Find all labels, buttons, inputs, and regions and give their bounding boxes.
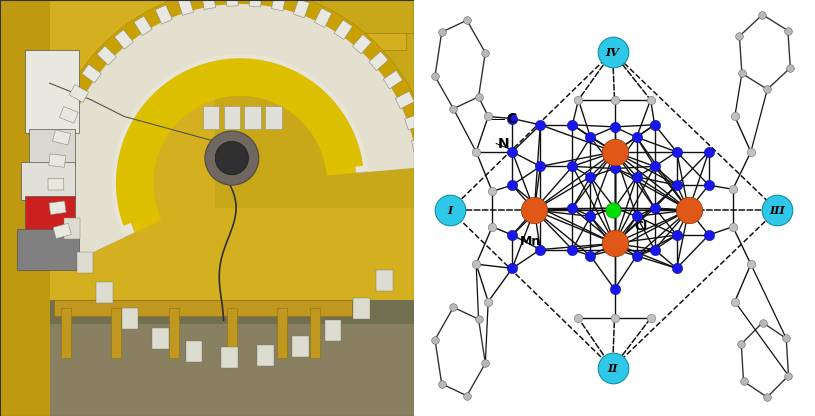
Bar bbox=[223, 106, 240, 129]
Bar bbox=[0, 312, 414, 416]
Bar bbox=[122, 308, 139, 329]
Polygon shape bbox=[53, 223, 71, 239]
Bar bbox=[293, 337, 309, 357]
Polygon shape bbox=[383, 70, 403, 89]
Bar bbox=[203, 106, 219, 129]
Polygon shape bbox=[124, 67, 355, 232]
Polygon shape bbox=[412, 137, 430, 152]
Polygon shape bbox=[49, 201, 66, 215]
Bar bbox=[16, 229, 79, 270]
Bar bbox=[29, 129, 74, 166]
Polygon shape bbox=[134, 16, 152, 35]
Polygon shape bbox=[69, 84, 89, 102]
Text: II: II bbox=[607, 363, 618, 374]
Polygon shape bbox=[352, 35, 372, 54]
Polygon shape bbox=[249, 0, 262, 7]
Polygon shape bbox=[223, 0, 414, 42]
Bar bbox=[310, 308, 319, 358]
Bar bbox=[169, 308, 178, 358]
Bar bbox=[325, 320, 341, 341]
Text: Mn: Mn bbox=[520, 235, 541, 248]
Text: III: III bbox=[769, 205, 785, 215]
Polygon shape bbox=[201, 0, 216, 10]
Polygon shape bbox=[271, 0, 286, 11]
Bar bbox=[111, 308, 121, 358]
Bar bbox=[24, 50, 79, 133]
Circle shape bbox=[205, 131, 259, 185]
Bar bbox=[249, 33, 406, 50]
Polygon shape bbox=[62, 4, 417, 259]
Polygon shape bbox=[46, 0, 434, 266]
Bar bbox=[54, 300, 352, 316]
Bar bbox=[377, 270, 393, 291]
Polygon shape bbox=[315, 8, 332, 27]
Polygon shape bbox=[82, 64, 101, 83]
Bar bbox=[276, 308, 287, 358]
Polygon shape bbox=[226, 0, 238, 6]
Polygon shape bbox=[52, 130, 71, 145]
Text: I: I bbox=[447, 205, 453, 215]
Polygon shape bbox=[334, 20, 353, 40]
Polygon shape bbox=[293, 0, 310, 18]
Bar bbox=[24, 196, 74, 233]
Bar bbox=[152, 328, 169, 349]
Bar bbox=[265, 106, 281, 129]
Polygon shape bbox=[395, 91, 415, 109]
Bar bbox=[244, 106, 261, 129]
Bar bbox=[215, 0, 422, 208]
Text: Cl: Cl bbox=[635, 220, 648, 233]
Polygon shape bbox=[59, 106, 78, 123]
Bar bbox=[77, 252, 94, 272]
Polygon shape bbox=[62, 4, 417, 259]
Polygon shape bbox=[116, 58, 363, 226]
Bar bbox=[258, 345, 274, 366]
Bar bbox=[96, 282, 113, 303]
Polygon shape bbox=[178, 0, 194, 15]
Bar bbox=[222, 347, 238, 368]
Text: N: N bbox=[498, 136, 510, 151]
Polygon shape bbox=[155, 5, 172, 24]
Text: IV: IV bbox=[606, 47, 619, 57]
Bar bbox=[61, 308, 71, 358]
Bar bbox=[227, 308, 237, 358]
Text: C: C bbox=[506, 111, 517, 126]
Circle shape bbox=[215, 141, 249, 175]
Bar bbox=[186, 341, 202, 362]
Bar bbox=[353, 298, 370, 319]
Polygon shape bbox=[48, 178, 64, 190]
Bar bbox=[0, 0, 50, 416]
Polygon shape bbox=[405, 114, 423, 130]
Polygon shape bbox=[97, 46, 117, 65]
Bar bbox=[0, 300, 414, 324]
Polygon shape bbox=[114, 30, 134, 49]
Bar bbox=[64, 218, 81, 239]
Bar bbox=[20, 162, 74, 200]
Polygon shape bbox=[369, 51, 388, 70]
Polygon shape bbox=[49, 154, 66, 167]
